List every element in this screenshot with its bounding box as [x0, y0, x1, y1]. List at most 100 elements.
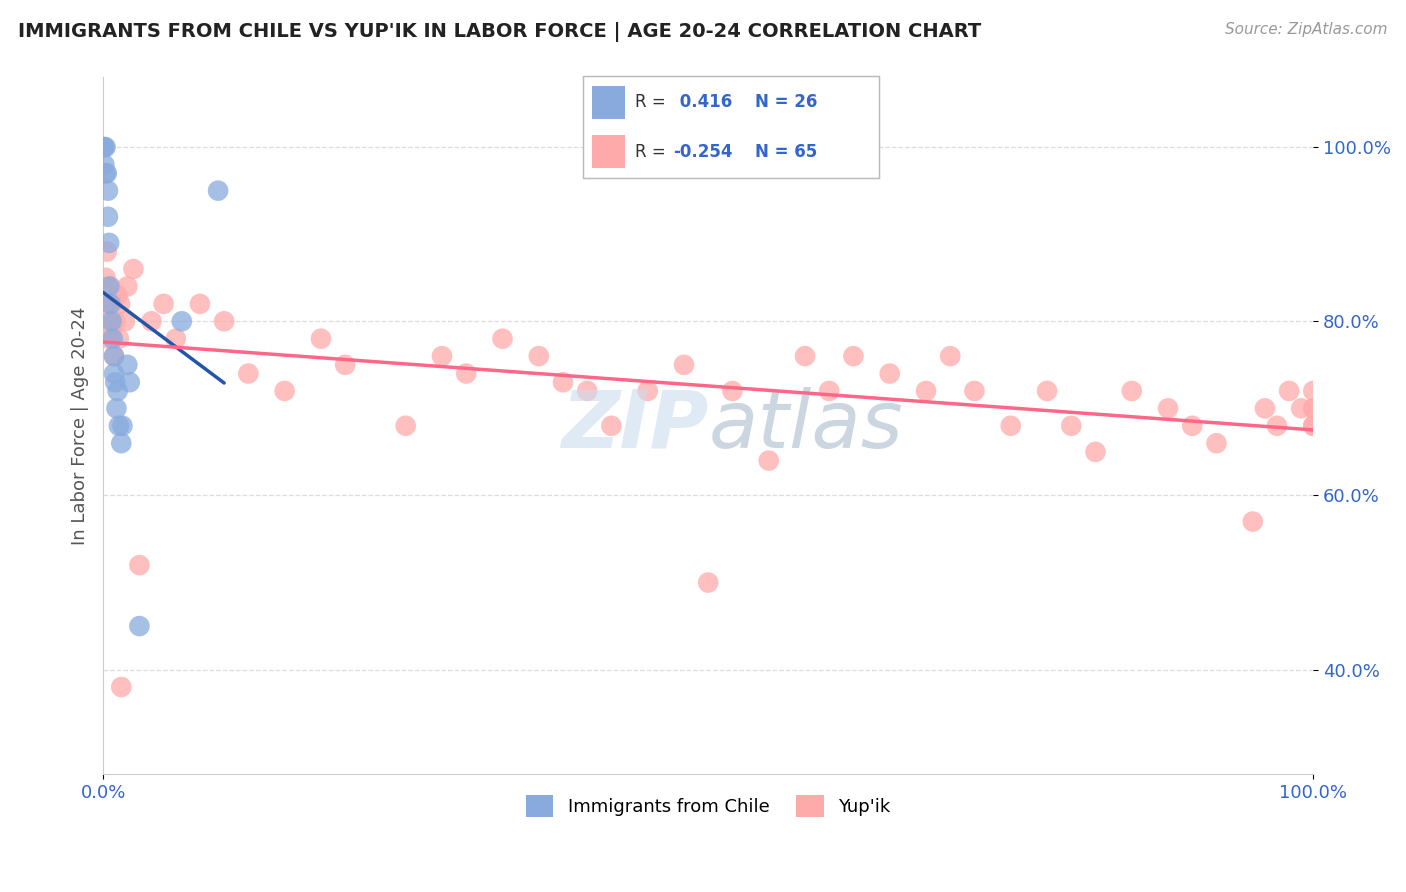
Point: [697, 575, 720, 590]
Point: [141, 314, 163, 328]
Point: [456, 367, 478, 381]
Point: [94, 140, 117, 154]
Point: [107, 384, 129, 398]
Point: [1289, 401, 1312, 416]
Point: [110, 680, 132, 694]
Text: R =: R =: [636, 94, 671, 112]
Point: [1265, 418, 1288, 433]
Text: N = 65: N = 65: [755, 143, 817, 161]
Point: [721, 384, 744, 398]
Point: [794, 349, 817, 363]
Point: [101, 332, 124, 346]
Y-axis label: In Labor Force | Age 20-24: In Labor Force | Age 20-24: [72, 307, 89, 545]
Point: [1302, 384, 1324, 398]
Point: [333, 358, 356, 372]
Point: [94, 270, 117, 285]
Text: R =: R =: [636, 143, 671, 161]
Point: [100, 323, 122, 337]
Point: [98, 279, 121, 293]
Point: [637, 384, 659, 398]
Point: [212, 314, 235, 328]
Point: [1302, 401, 1324, 416]
Point: [111, 418, 134, 433]
Text: 0.416: 0.416: [673, 94, 731, 112]
Point: [1157, 401, 1180, 416]
Point: [188, 297, 211, 311]
Point: [96, 166, 118, 180]
Point: [152, 297, 174, 311]
Text: ZIP: ZIP: [561, 387, 709, 465]
Point: [122, 262, 145, 277]
Point: [1181, 418, 1204, 433]
Point: [100, 279, 122, 293]
Point: [576, 384, 599, 398]
Point: [1205, 436, 1227, 450]
Text: N = 26: N = 26: [755, 94, 817, 112]
Point: [600, 418, 623, 433]
Point: [165, 332, 187, 346]
Point: [118, 376, 141, 390]
Point: [395, 418, 418, 433]
Point: [104, 314, 127, 328]
Point: [98, 235, 121, 250]
Point: [91, 140, 114, 154]
Text: Source: ZipAtlas.com: Source: ZipAtlas.com: [1225, 22, 1388, 37]
Text: IMMIGRANTS FROM CHILE VS YUP'IK IN LABOR FORCE | AGE 20-24 CORRELATION CHART: IMMIGRANTS FROM CHILE VS YUP'IK IN LABOR…: [18, 22, 981, 42]
Point: [103, 349, 125, 363]
Point: [114, 314, 136, 328]
Point: [207, 184, 229, 198]
Point: [238, 367, 260, 381]
Point: [1278, 384, 1301, 398]
Point: [1000, 418, 1022, 433]
Point: [101, 297, 124, 311]
Point: [309, 332, 332, 346]
Point: [1302, 418, 1324, 433]
Point: [108, 418, 131, 433]
Point: [430, 349, 453, 363]
Point: [758, 453, 780, 467]
Point: [100, 314, 122, 328]
Point: [105, 401, 128, 416]
Point: [93, 157, 115, 171]
Point: [93, 297, 115, 311]
Text: -0.254: -0.254: [673, 143, 733, 161]
Point: [97, 184, 120, 198]
Point: [128, 558, 150, 573]
Point: [97, 210, 120, 224]
Point: [170, 314, 193, 328]
Point: [107, 288, 129, 302]
Point: [939, 349, 962, 363]
Point: [915, 384, 938, 398]
Point: [842, 349, 865, 363]
Point: [273, 384, 295, 398]
Point: [96, 244, 118, 259]
Point: [110, 436, 132, 450]
Point: [1036, 384, 1059, 398]
Point: [672, 358, 695, 372]
Point: [491, 332, 513, 346]
Point: [1241, 515, 1264, 529]
Point: [1121, 384, 1143, 398]
Point: [104, 376, 127, 390]
Point: [108, 332, 131, 346]
Point: [1302, 418, 1324, 433]
Point: [98, 332, 121, 346]
Point: [1084, 445, 1107, 459]
Point: [94, 166, 117, 180]
Point: [527, 349, 550, 363]
Point: [551, 376, 574, 390]
Point: [117, 279, 139, 293]
Point: [128, 619, 150, 633]
Point: [103, 367, 125, 381]
Point: [100, 297, 122, 311]
Point: [1060, 418, 1083, 433]
Point: [963, 384, 986, 398]
FancyBboxPatch shape: [592, 87, 624, 119]
Point: [97, 314, 120, 328]
Point: [117, 358, 139, 372]
Point: [103, 349, 125, 363]
Point: [93, 140, 115, 154]
Point: [108, 297, 131, 311]
Legend: Immigrants from Chile, Yup'ik: Immigrants from Chile, Yup'ik: [519, 788, 897, 824]
Point: [1254, 401, 1277, 416]
